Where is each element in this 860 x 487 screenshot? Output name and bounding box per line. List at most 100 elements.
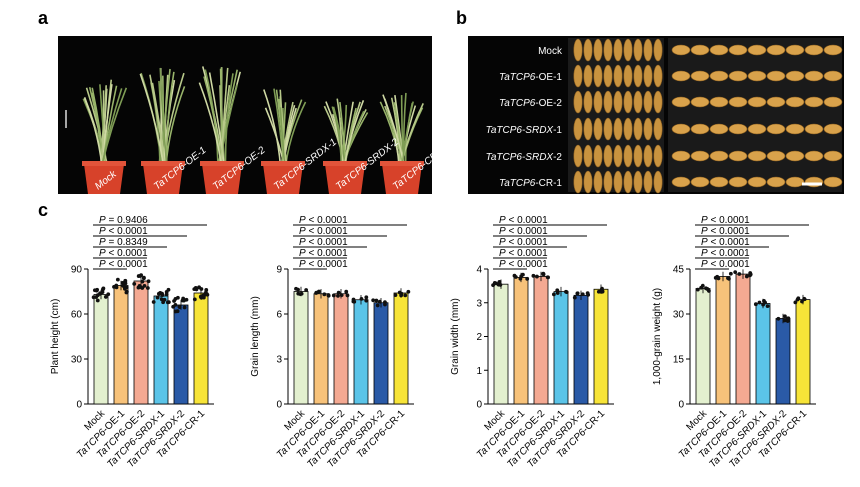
- bar: [553, 291, 569, 405]
- p-value-label: P < 0.0001: [99, 259, 148, 270]
- data-point: [762, 298, 766, 303]
- data-point: [138, 274, 143, 278]
- data-point: [145, 286, 150, 290]
- y-tick-label: 0: [76, 400, 82, 411]
- grain-row-label: TaTCP6-CR-1: [499, 178, 562, 189]
- data-point: [299, 291, 304, 296]
- data-point: [344, 289, 349, 294]
- data-point: [585, 291, 590, 296]
- data-point: [364, 298, 369, 303]
- data-point: [599, 288, 604, 293]
- pot-4: [263, 164, 303, 194]
- data-point: [159, 297, 164, 302]
- bar: [313, 293, 329, 405]
- grain-row-label: TaTCP6-OE-1: [499, 72, 562, 83]
- plant-height-chart: 0 30 60 90 Plant height (cm) Mock TaTCP6-OE-1 T…: [38, 205, 253, 482]
- data-point: [492, 281, 497, 285]
- pot-1: [84, 164, 124, 194]
- data-point: [525, 276, 530, 281]
- p-value-label: P < 0.0001: [299, 215, 348, 226]
- grain-row-label: Mock: [538, 46, 563, 57]
- plant-photo: Mock TaTCP6-OE-1 TaTCP6-OE-2 TaTCP6-SRDX-1 T…: [58, 36, 432, 194]
- y-axis-label: Grain length (mm): [250, 296, 261, 377]
- data-point: [695, 287, 700, 292]
- panel-letter-b: b: [456, 8, 467, 28]
- grain-width-row: [671, 123, 843, 135]
- data-point: [753, 302, 758, 307]
- data-point: [100, 290, 105, 295]
- y-tick-label: 3: [476, 298, 482, 309]
- data-point: [123, 278, 128, 283]
- data-point: [331, 293, 336, 298]
- p-value-label: P < 0.0001: [499, 237, 548, 248]
- bar: [513, 277, 529, 405]
- data-point: [728, 271, 733, 276]
- p-value-label: P < 0.0001: [499, 215, 548, 226]
- plant-5: [323, 98, 369, 194]
- data-point: [377, 299, 382, 304]
- bar: [373, 302, 389, 405]
- grain-length-chart: 0 3 6 9 Grain length (mm) Mock TaTCP6-OE-1 TaTC…: [238, 205, 453, 482]
- y-tick-label: 6: [276, 310, 282, 321]
- p-value-label: P = 0.9406: [99, 215, 148, 226]
- data-point: [403, 293, 408, 298]
- data-point: [383, 300, 387, 305]
- grain-width-row: [671, 44, 843, 56]
- grain-length-row: [573, 64, 663, 88]
- y-tick-label: 30: [673, 310, 685, 321]
- p-value-label: P < 0.0001: [701, 237, 750, 248]
- data-point: [546, 275, 550, 280]
- data-point: [92, 288, 97, 293]
- data-point: [173, 309, 178, 314]
- data-point: [776, 316, 781, 321]
- data-point: [199, 287, 204, 291]
- grain-photo: Mock TaTCP6-OE-1 TaTCP6-OE-2 TaTCP6-SRDX-1 T…: [468, 36, 844, 194]
- data-point: [138, 285, 143, 289]
- data-point: [699, 285, 704, 290]
- p-value-label: P < 0.0001: [299, 237, 348, 248]
- y-tick-label: 4: [476, 265, 482, 276]
- data-point: [121, 283, 126, 288]
- data-point: [166, 287, 171, 292]
- grain-length-row: [573, 144, 663, 168]
- data-point: [748, 272, 753, 277]
- data-point: [322, 292, 327, 297]
- p-value-label: P = 0.8349: [99, 237, 148, 248]
- data-point: [336, 293, 340, 298]
- grain-length-row: [573, 117, 663, 141]
- data-point: [326, 293, 331, 297]
- bar: [695, 288, 711, 405]
- data-point: [132, 281, 137, 286]
- grain-row-label: TaTCP6-SRDX-1: [486, 125, 563, 136]
- y-tick-label: 2: [476, 332, 482, 343]
- data-point: [345, 293, 350, 298]
- grain-width-row: [671, 96, 843, 108]
- data-point: [564, 290, 569, 295]
- bar: [173, 304, 189, 405]
- data-point: [364, 295, 369, 300]
- data-point: [397, 290, 402, 295]
- data-point: [793, 300, 798, 305]
- grain-row-label: TaTCP6-SRDX-2: [486, 152, 563, 163]
- grains: [568, 38, 843, 194]
- data-point: [101, 287, 105, 292]
- grain-weight-chart: 0 15 30 45 1,000-grain weight (g) Mock TaTCP6-…: [640, 205, 855, 482]
- plant-2: [139, 67, 186, 194]
- p-value-label: P < 0.0001: [299, 248, 348, 259]
- grain-width-chart: 0 1 2 3 4 Grain width (mm) Mock TaTCP6-OE-1 TaTC…: [438, 205, 653, 482]
- data-point: [399, 293, 404, 298]
- data-point: [124, 289, 129, 294]
- data-point: [182, 298, 186, 303]
- plant-1: [82, 79, 128, 194]
- pot-2: [143, 164, 183, 194]
- data-point: [715, 274, 720, 279]
- p-value-label: P < 0.0001: [299, 226, 348, 237]
- data-point: [164, 292, 169, 297]
- data-point: [339, 293, 344, 298]
- data-point: [371, 298, 376, 303]
- data-point: [513, 275, 518, 279]
- data-point: [336, 290, 341, 295]
- data-point: [141, 276, 146, 281]
- data-point: [106, 292, 111, 297]
- data-point: [733, 270, 738, 275]
